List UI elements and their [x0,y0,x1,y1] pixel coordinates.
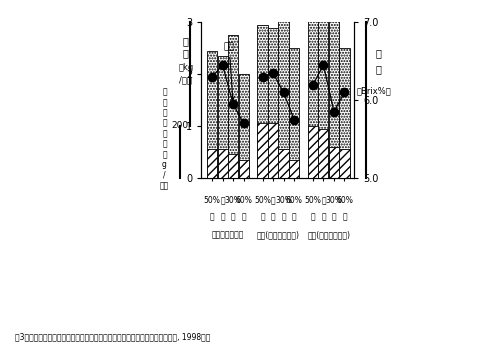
Text: 200: 200 [172,121,189,130]
Text: 準: 準 [321,212,326,221]
Bar [218,149,228,178]
Bar [339,149,350,178]
Text: 減: 減 [342,212,347,221]
Text: 標: 標 [220,197,225,205]
Text: 糖: 糖 [375,48,381,59]
Text: 準: 準 [271,212,275,221]
Text: 準: 準 [220,212,225,221]
Text: 60%: 60% [235,197,252,205]
Text: 増: 増 [210,212,214,221]
Text: 50%: 50% [254,197,271,205]
Text: 減: 減 [292,212,296,221]
Text: 乾
燥
乾
物
重
量
（
g
/
株）: 乾 燥 乾 物 重 量 （ g / 株） [160,87,169,190]
Bar [318,129,328,178]
Text: 収: 収 [183,36,189,46]
Text: 量: 量 [183,48,189,59]
Text: 50%: 50% [305,197,321,205]
Text: 減: 減 [332,212,336,221]
Bar [339,48,350,178]
Bar [228,35,238,178]
Text: 50%: 50% [204,197,221,205]
Bar [289,48,299,178]
Text: 減: 減 [281,212,286,221]
Text: 接木(桃郎アキレス): 接木(桃郎アキレス) [257,230,300,239]
Bar [257,25,267,178]
Bar [308,126,318,178]
Text: 接木(桃郎ヘルパー): 接木(桃郎ヘルパー) [307,230,350,239]
Bar [278,2,289,178]
Text: （Brix%）: （Brix%） [357,86,391,95]
Bar [329,4,339,178]
Text: （kg: （kg [178,63,193,72]
Bar [239,74,248,178]
Text: 60%: 60% [336,197,353,205]
Text: 30%: 30% [275,197,292,205]
Bar [207,51,217,178]
Text: 嘹3　施肘量低減条件における接ぎ木トマトの生育、収量、糖度（御薊床栄培, 1998年）: 嘹3 施肘量低減条件における接ぎ木トマトの生育、収量、糖度（御薊床栄培, 199… [15,332,210,341]
Bar [308,0,318,178]
Text: 標: 標 [271,197,275,205]
Bar [268,27,278,178]
Bar [228,154,238,178]
Bar [268,123,278,178]
Text: 増: 増 [310,212,315,221]
Bar [239,159,248,178]
Bar [329,147,339,178]
Bar [257,123,267,178]
Bar [289,159,299,178]
Text: 糖度: 糖度 [224,43,235,100]
Text: 自根（桃太郎）: 自根（桃太郎） [212,230,244,239]
Bar [318,4,328,178]
Text: 度: 度 [375,64,381,74]
Bar [218,56,228,178]
Text: 増: 増 [260,212,265,221]
Text: 30%: 30% [325,197,342,205]
Text: 標: 標 [321,197,326,205]
Bar [207,149,217,178]
Text: 60%: 60% [286,197,303,205]
Bar [278,149,289,178]
Text: 30%: 30% [225,197,242,205]
Text: /株）: /株） [180,75,192,84]
Text: 減: 減 [241,212,246,221]
Text: 減: 減 [231,212,236,221]
